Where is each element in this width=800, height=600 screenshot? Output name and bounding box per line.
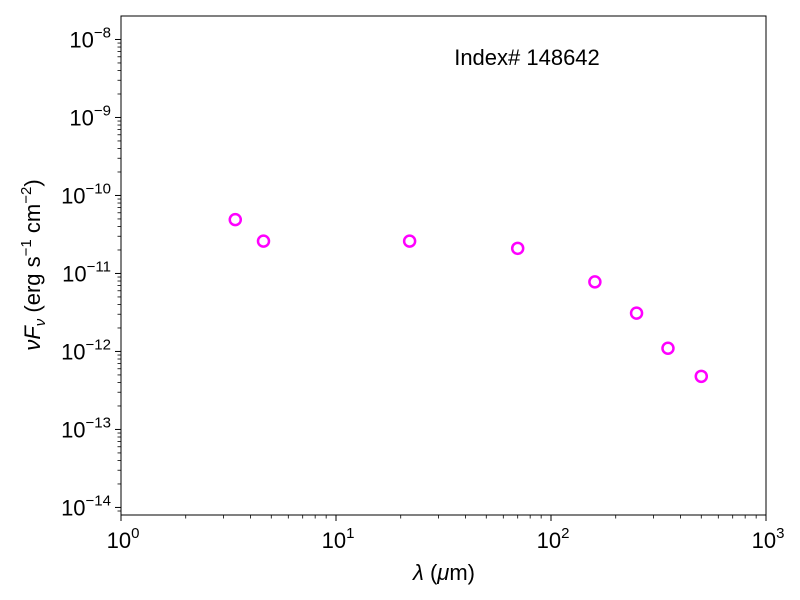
chart-annotation: Index# 148642: [454, 45, 600, 70]
data-point: [510, 241, 525, 256]
y-tick-label: 10−8: [69, 24, 111, 52]
y-tick-label: 10−14: [61, 492, 111, 520]
ticks-layer: [115, 38, 767, 521]
y-tick-label: 10−13: [61, 414, 111, 442]
data-point: [256, 234, 271, 248]
data-point: [629, 306, 644, 320]
data-point: [228, 212, 243, 227]
tick-labels-layer: 100 101 102 103 10−14 10−13 10−12 10−11 10−10 10−…: [61, 24, 784, 553]
x-axis-label: λ (μm): [412, 560, 475, 585]
x-tick-label: 101: [322, 525, 355, 553]
data-point: [694, 369, 709, 384]
data-point: [588, 275, 602, 289]
y-tick-label: 10−11: [62, 258, 111, 286]
points-layer: [228, 212, 709, 384]
data-point: [402, 234, 417, 248]
y-tick-label: 10−10: [61, 180, 111, 208]
y-tick-label: 10−12: [61, 336, 111, 364]
plot-frame: [120, 15, 767, 516]
x-tick-label: 100: [107, 525, 140, 553]
y-axis-label: νFν (erg s−1 cm−2): [18, 179, 49, 350]
x-tick-label: 103: [752, 525, 785, 553]
x-tick-label: 102: [537, 525, 570, 553]
y-tick-label: 10−9: [69, 102, 111, 130]
data-point: [661, 341, 675, 355]
